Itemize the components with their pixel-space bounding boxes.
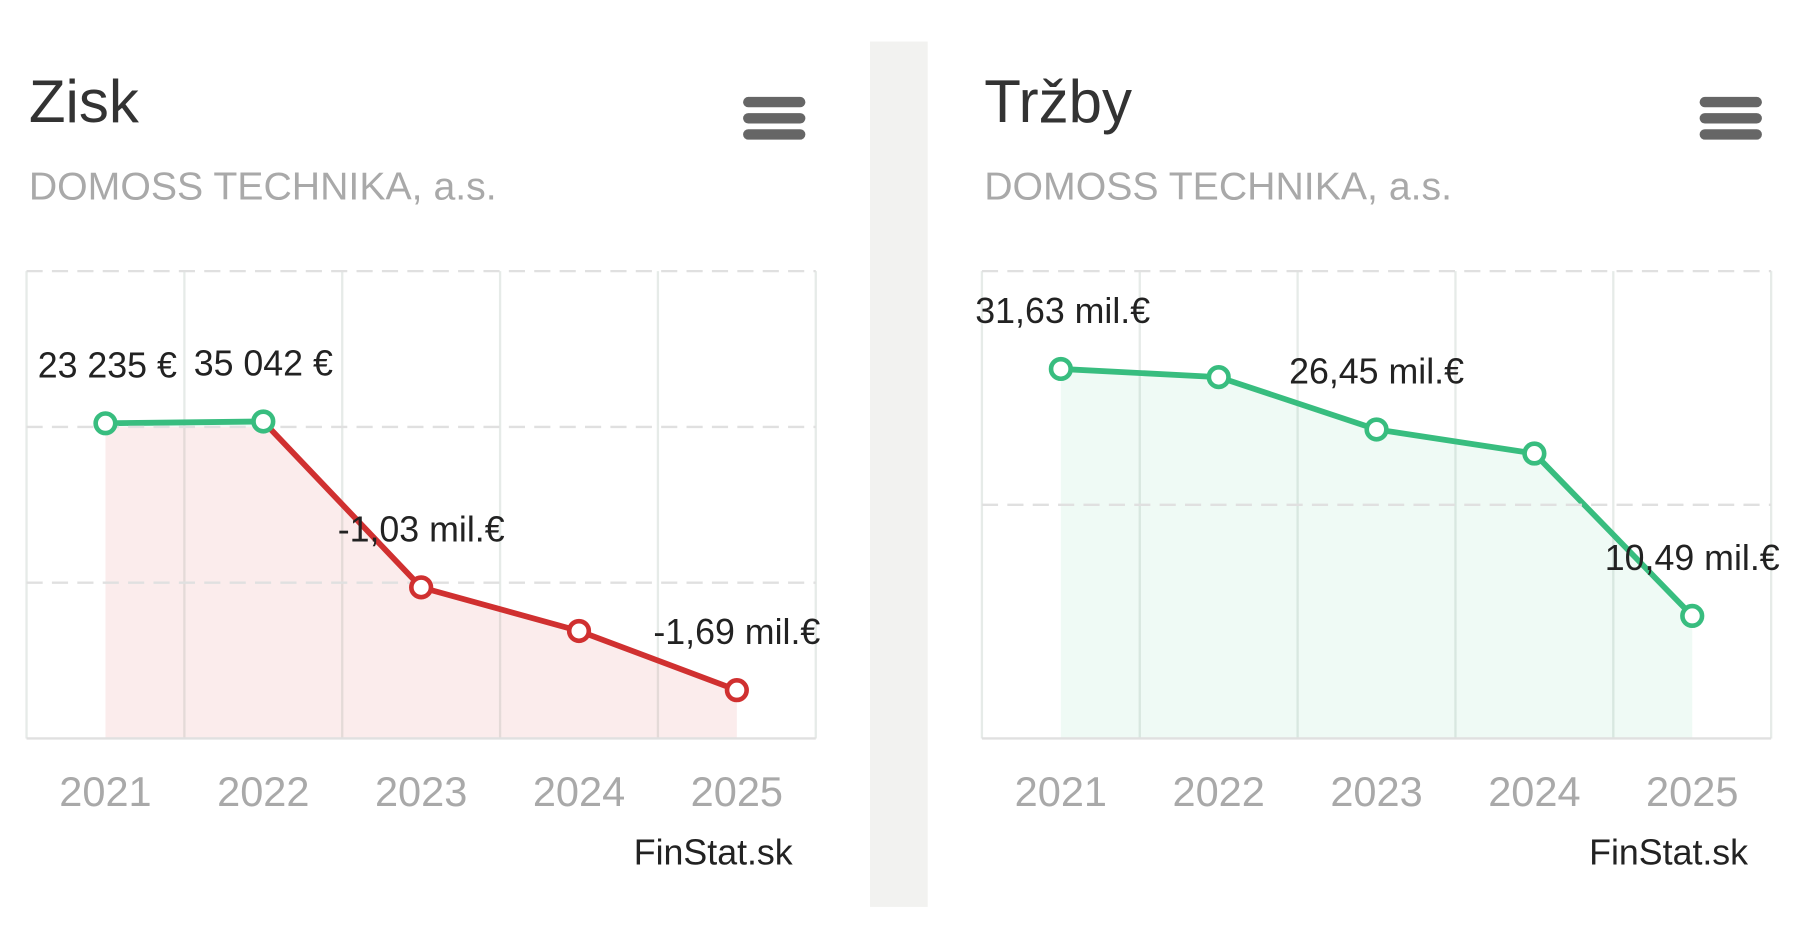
x-tick-label: 2025 xyxy=(691,768,783,815)
point xyxy=(566,618,592,644)
menu-button[interactable] xyxy=(743,96,806,140)
data-label: -1,69 mil.€ xyxy=(653,612,820,652)
x-tick-label: 2021 xyxy=(59,768,151,815)
chart-subtitle: DOMOSS TECHNIKA, a.s. xyxy=(29,165,497,209)
x-tick-label: 2024 xyxy=(533,768,625,815)
x-tick-label: 2023 xyxy=(1330,768,1422,815)
point xyxy=(1048,356,1073,382)
point xyxy=(251,409,276,434)
area xyxy=(105,421,737,739)
point xyxy=(1206,365,1231,390)
point xyxy=(409,575,434,600)
point xyxy=(1364,417,1389,442)
x-tick-label: 2025 xyxy=(1646,768,1738,815)
point xyxy=(724,678,749,703)
divider xyxy=(870,41,928,907)
data-label: 23 235 € xyxy=(38,345,177,385)
data-label: 26,45 mil.€ xyxy=(1289,352,1464,392)
point xyxy=(1680,603,1705,629)
x-tick-label: 2023 xyxy=(375,768,467,815)
x-tick-label: 2022 xyxy=(1173,768,1265,815)
menu-button[interactable] xyxy=(1699,96,1762,140)
x-tick-label: 2021 xyxy=(1015,768,1107,815)
data-label: 31,63 mil.€ xyxy=(975,291,1150,331)
point xyxy=(1522,441,1547,466)
chart-subtitle: DOMOSS TECHNIKA, a.s. xyxy=(984,165,1452,209)
data-label: 10,49 mil.€ xyxy=(1605,538,1780,578)
chart-title: Zisk xyxy=(29,68,140,135)
x-tick-label: 2022 xyxy=(217,768,309,815)
credit: FinStat.sk xyxy=(634,832,793,872)
point xyxy=(93,411,118,436)
data-label: 35 042 € xyxy=(194,344,333,384)
credit: FinStat.sk xyxy=(1589,832,1748,872)
chart-title: Tržby xyxy=(984,68,1132,135)
x-tick-label: 2024 xyxy=(1488,768,1580,815)
data-label: -1,03 mil.€ xyxy=(338,509,505,549)
